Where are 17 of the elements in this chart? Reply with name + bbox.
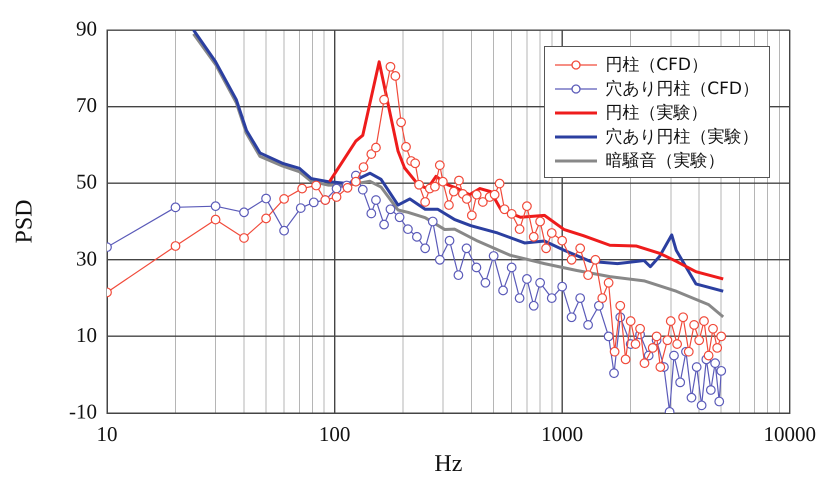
y-tick-label: 70	[76, 93, 97, 118]
x-tick-label: 10	[96, 422, 118, 446]
x-tick-label: 100	[318, 422, 350, 446]
legend-label: 暗騒音（実験）	[605, 150, 724, 173]
y-tick-label: 30	[76, 246, 97, 270]
y-tick-label: -10	[69, 400, 97, 424]
y-tick-label: 50	[76, 170, 97, 194]
y-axis-title: PSD	[12, 199, 38, 244]
legend-label: 円柱（実験）	[605, 102, 708, 125]
y-tick-label: 10	[76, 322, 97, 347]
x-tick-label: 1000	[541, 422, 584, 446]
y-tick-label: 90	[76, 16, 97, 41]
legend-label: 穴あり円柱（実験）	[605, 126, 758, 149]
x-tick-label: 10000	[764, 422, 816, 446]
x-axis-title: Hz	[434, 450, 462, 477]
legend-label: 穴あり円柱（CFD）	[605, 78, 759, 101]
legend-label: 円柱（CFD）	[605, 54, 708, 77]
